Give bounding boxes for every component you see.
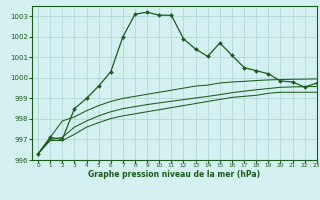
X-axis label: Graphe pression niveau de la mer (hPa): Graphe pression niveau de la mer (hPa) xyxy=(88,170,260,179)
